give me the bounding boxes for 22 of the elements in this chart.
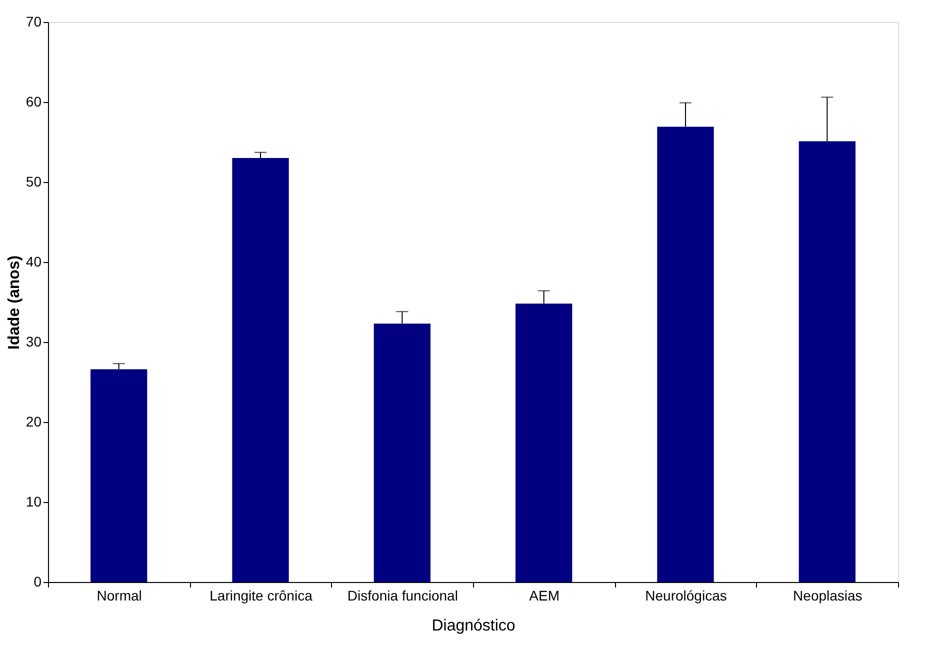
y-tick-label: 60 [26,94,42,110]
x-tick-label: Disfonia funcional [347,588,458,604]
y-tick-label: 40 [26,254,42,270]
y-tick-label: 70 [26,14,42,30]
x-axis-title: Diagnóstico [432,618,516,634]
bar [657,126,714,582]
bar [374,324,430,582]
x-tick-label: Neurológicas [645,588,727,604]
bar [232,158,289,582]
y-tick-label: 10 [26,494,42,510]
y-tick-label: 0 [34,574,42,590]
y-axis-title: Idade (anos) [6,255,23,350]
x-tick-label: Neoplasias [793,588,862,604]
bar [90,369,148,582]
y-tick-label: 50 [26,174,42,190]
y-tick-label: 30 [26,334,42,350]
bar [516,304,572,582]
x-tick-label: Laringite crônica [210,588,313,604]
x-tick-label: AEM [529,588,560,604]
y-tick-label: 20 [26,414,42,430]
bar [798,141,856,582]
x-tick-label: Normal [96,588,142,604]
